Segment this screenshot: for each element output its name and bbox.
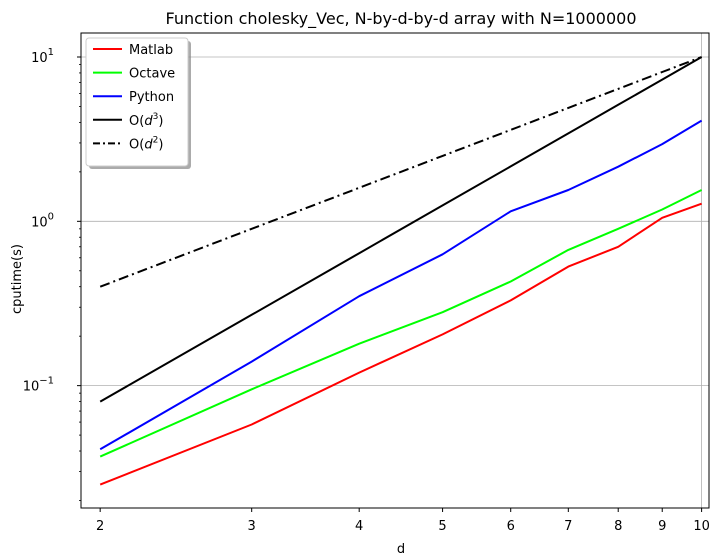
legend-label-1: Octave: [129, 67, 175, 82]
x-tick-label: 4: [355, 519, 363, 534]
x-tick-label: 5: [438, 519, 446, 534]
x-tick-label: 2: [96, 519, 104, 534]
legend-label-part: O(: [129, 114, 144, 129]
x-tick-label: 8: [614, 519, 622, 534]
x-axis-label: d: [397, 542, 405, 557]
series-line-4: [99, 56, 702, 288]
legend-label-part: ): [158, 114, 163, 129]
legend-label-var: d: [144, 137, 153, 152]
legend-box: [85, 37, 189, 167]
legend-label-3: O(d3): [129, 112, 163, 129]
legend-label-part: O(: [129, 137, 144, 152]
series-line-0: [99, 202, 702, 486]
x-tick-label: 10: [693, 519, 710, 534]
series-line-2: [99, 119, 703, 451]
x-tick-label: 6: [507, 519, 515, 534]
y-tick-label-exponent: −1: [39, 376, 54, 387]
series-layer: [99, 56, 703, 486]
legend-label-sup: 2: [153, 135, 159, 145]
legend-label-sup: 3: [153, 112, 159, 122]
legend-label-4: O(d2): [129, 135, 163, 152]
legend-label-0: Matlab: [129, 43, 173, 58]
chart-title: Function cholesky_Vec, N-by-d-by-d array…: [165, 9, 636, 29]
series-line-3: [99, 56, 703, 403]
legend-label-var: d: [144, 114, 153, 129]
y-tick-label-exponent: 0: [48, 211, 54, 222]
series-line-1: [99, 189, 703, 458]
legend-label-2: Python: [129, 90, 174, 105]
legend-label-part: ): [158, 137, 163, 152]
x-tick-label: 3: [248, 519, 256, 534]
x-tick-label: 9: [658, 519, 666, 534]
y-tick-label-exponent: 1: [48, 47, 54, 58]
y-axis-label: cputime(s): [10, 244, 25, 314]
x-tick-label: 7: [564, 519, 572, 534]
